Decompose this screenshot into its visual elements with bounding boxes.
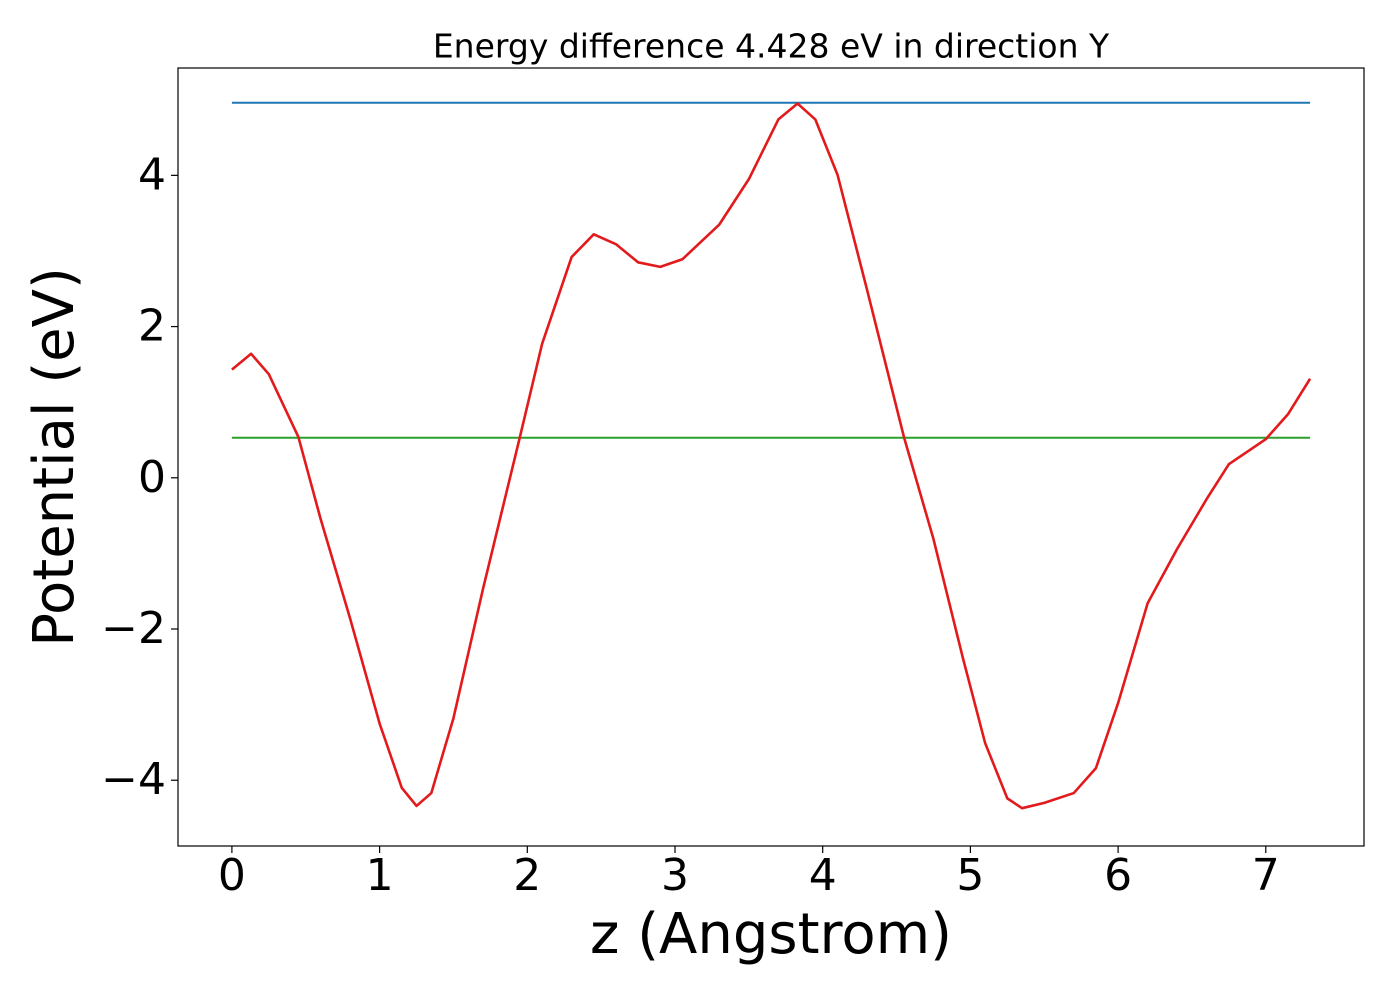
y-tick-label: 2 [138,301,166,352]
x-tick-label: 2 [513,850,541,901]
y-tick-label: −4 [101,754,166,805]
x-tick-label: 1 [366,850,394,901]
x-tick-label: 5 [956,850,984,901]
series-line [231,102,1312,810]
x-tick-label: 0 [218,850,246,901]
y-axis-label: Potential (eV) [22,267,87,647]
x-tick-label: 6 [1104,850,1132,901]
x-tick-label: 7 [1252,850,1280,901]
y-tick-label: −2 [101,603,166,654]
x-tick-label: 4 [809,850,837,901]
y-tick-label: 4 [138,149,166,200]
plot-frame [177,67,1365,847]
chart-title: Energy difference 4.428 eV in direction … [433,27,1110,66]
x-tick-label: 3 [661,850,689,901]
x-axis-label: z (Angstrom) [590,902,952,967]
y-tick-label: 0 [138,452,166,503]
